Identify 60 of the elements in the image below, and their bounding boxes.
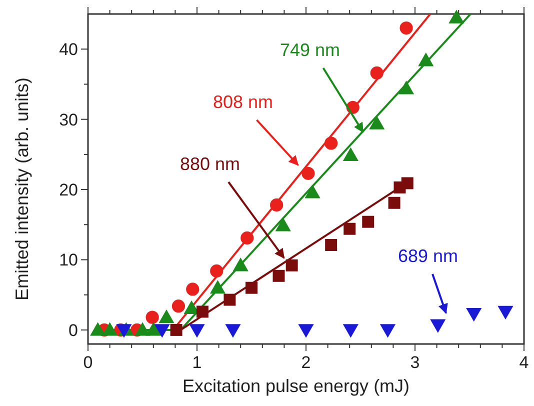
y-tick-label: 0	[68, 320, 78, 340]
point	[418, 52, 434, 66]
point	[196, 306, 208, 318]
point	[342, 324, 358, 338]
point	[189, 324, 205, 338]
point	[304, 184, 320, 198]
point	[170, 324, 182, 336]
point	[325, 239, 338, 251]
point	[270, 198, 284, 212]
y-tick-label: 10	[59, 250, 78, 270]
text: 880 nm	[180, 154, 240, 174]
y-tick-label: 20	[59, 180, 78, 200]
point	[210, 264, 224, 278]
point	[498, 306, 514, 320]
point	[466, 308, 482, 322]
point	[146, 322, 162, 336]
point	[146, 310, 159, 324]
point	[430, 319, 446, 333]
point	[448, 10, 464, 24]
point	[225, 324, 241, 338]
y-tick-label: 30	[59, 110, 78, 130]
x-tick-label: 4	[519, 353, 529, 372]
point	[342, 147, 358, 161]
point	[172, 300, 186, 313]
point	[370, 66, 384, 80]
point	[224, 294, 236, 306]
x-axis-title: Excitation pulse energy (mJ)	[182, 376, 410, 396]
x-tick-label: 3	[410, 353, 420, 372]
y-axis-title: Emitted intensity (arb. units)	[12, 77, 32, 301]
point	[154, 324, 170, 338]
text: 749 nm	[280, 40, 340, 60]
point	[240, 231, 254, 245]
point	[401, 177, 414, 190]
point	[302, 166, 315, 180]
point	[90, 322, 106, 336]
point	[275, 218, 291, 232]
x-tick-label: 1	[192, 353, 202, 372]
x-tick-label: 2	[301, 353, 311, 372]
point	[272, 270, 285, 282]
point	[134, 322, 150, 336]
point	[324, 136, 338, 150]
text: 689 nm	[398, 246, 458, 266]
point	[232, 258, 248, 272]
point	[398, 80, 414, 94]
point	[362, 216, 374, 228]
point	[186, 282, 200, 296]
point	[210, 280, 226, 294]
point	[298, 324, 314, 338]
point	[369, 116, 385, 130]
point	[102, 322, 118, 336]
point	[380, 324, 396, 338]
point	[286, 259, 298, 272]
y-tick-label: 40	[59, 40, 78, 60]
point	[246, 282, 258, 294]
point	[158, 310, 174, 324]
x-tick-label: 0	[83, 353, 93, 372]
point	[344, 222, 356, 235]
point	[400, 21, 413, 35]
point	[388, 196, 400, 209]
text: 808 nm	[212, 92, 274, 112]
